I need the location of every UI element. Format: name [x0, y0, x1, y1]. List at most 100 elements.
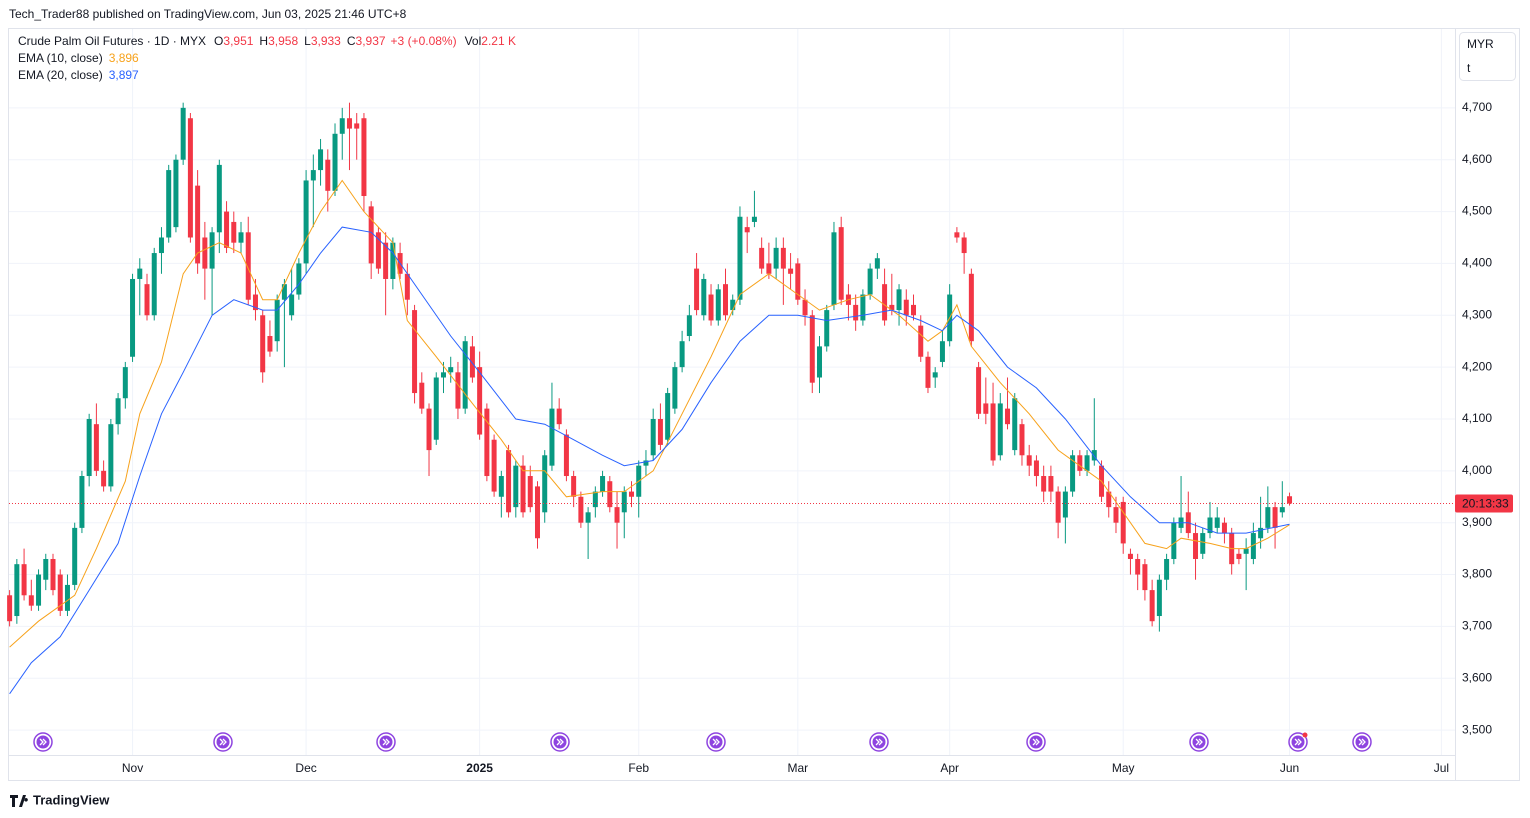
legend-name: EMA (10, close) [18, 51, 103, 65]
axes: 3,500 3,600 3,700 3,800 3,900 4,000 4,100 4,200… [122, 100, 1513, 775]
ohlc-value: 3,937 [356, 34, 386, 48]
ohlc-key: H [259, 34, 268, 48]
candle-body [173, 159, 179, 228]
x-tick-label: Jul [1434, 761, 1449, 775]
candle-body [354, 123, 360, 129]
y-tick-label: 4,100 [1462, 411, 1492, 425]
candle-body [621, 491, 627, 513]
candle-body [318, 149, 324, 171]
legend-value: 3,897 [109, 68, 139, 82]
candle-body [831, 232, 837, 305]
candle-body [744, 227, 750, 233]
candle-body [7, 595, 13, 622]
candle-body [686, 315, 692, 337]
candle-body [1070, 455, 1076, 492]
candle-body [238, 232, 244, 243]
candle-body [628, 491, 634, 497]
candle-body [954, 232, 960, 238]
candle-body [245, 232, 251, 300]
event-icon[interactable] [1288, 732, 1308, 752]
candle-body [1200, 533, 1206, 554]
candle-body [1005, 408, 1011, 425]
event-icon[interactable] [706, 732, 726, 752]
ema-legend: EMA (20, close) 3,897 [18, 68, 139, 82]
unit: t [1467, 61, 1471, 75]
candle-body [43, 558, 49, 580]
brand: TradingView [33, 792, 110, 807]
candle-body [101, 470, 107, 487]
candle-body [1207, 517, 1213, 534]
candle-body [1287, 496, 1293, 504]
candle-body [166, 170, 172, 238]
candle-body [390, 242, 396, 279]
candle-body [50, 558, 56, 591]
event-icon[interactable] [213, 732, 233, 752]
candle-body [14, 564, 20, 617]
candle-body [817, 346, 823, 378]
candle-body [209, 232, 215, 269]
candle-body [650, 418, 656, 456]
volume-value: 2.21 K [481, 34, 516, 48]
candle-body [737, 216, 743, 300]
currency-box[interactable] [1459, 32, 1516, 81]
event-icon[interactable] [1026, 732, 1046, 752]
candle-body [766, 263, 772, 274]
x-tick-label: Feb [628, 761, 649, 775]
candle-body [115, 398, 121, 425]
candle-body [93, 424, 99, 471]
event-icon[interactable] [869, 732, 889, 752]
candle-body [679, 341, 685, 368]
event-icon[interactable] [33, 732, 53, 752]
y-tick-label: 3,700 [1462, 619, 1492, 633]
candle-body [723, 284, 728, 316]
candle-body [513, 465, 519, 508]
event-icon[interactable] [1189, 732, 1209, 752]
ema-line [9, 226, 1290, 695]
candle-body [1041, 476, 1047, 492]
candle-body [433, 377, 439, 440]
candle-body [281, 284, 287, 300]
x-tick-label: Jun [1280, 761, 1299, 775]
ema-legend: EMA (10, close) 3,896 [18, 51, 139, 65]
volume-key: Vol [465, 34, 482, 48]
candle-body [346, 118, 352, 129]
event-icons [33, 732, 1372, 752]
candle-body [896, 289, 902, 311]
candle-body [809, 315, 815, 383]
candle-body [412, 310, 418, 394]
candle-body [477, 367, 483, 435]
y-tick-label: 4,500 [1462, 204, 1492, 218]
candle-body [1142, 564, 1148, 591]
currency: MYR [1467, 37, 1494, 51]
y-tick-label: 3,900 [1462, 515, 1492, 529]
candle-body [195, 185, 201, 264]
candle-body [571, 476, 577, 497]
candle-body [296, 263, 302, 295]
candle-body [882, 284, 888, 321]
candle-body [773, 247, 779, 269]
candle-body [36, 574, 42, 606]
candle-body [122, 367, 128, 399]
candle-body [592, 491, 598, 508]
plot [7, 102, 1455, 695]
candle-body [983, 403, 989, 414]
candle-body [1012, 398, 1018, 451]
candle-body [1019, 424, 1025, 456]
candle-body [310, 170, 316, 181]
candle-body [484, 408, 490, 477]
candle-body [549, 408, 555, 466]
ohlc-key: O [214, 34, 223, 48]
countdown: 20:13:33 [1462, 497, 1509, 511]
candle-body [339, 118, 345, 134]
event-icon[interactable] [1352, 732, 1372, 752]
candle-body [86, 418, 92, 477]
ohlc-key: C [347, 34, 356, 48]
candle-body [874, 258, 880, 269]
candle-body [1265, 507, 1271, 528]
candle-body [1279, 507, 1285, 513]
event-icon[interactable] [550, 732, 570, 752]
event-dot [1302, 732, 1308, 738]
candle-body [585, 512, 591, 523]
event-icon[interactable] [376, 732, 396, 752]
candle-body [506, 450, 512, 513]
